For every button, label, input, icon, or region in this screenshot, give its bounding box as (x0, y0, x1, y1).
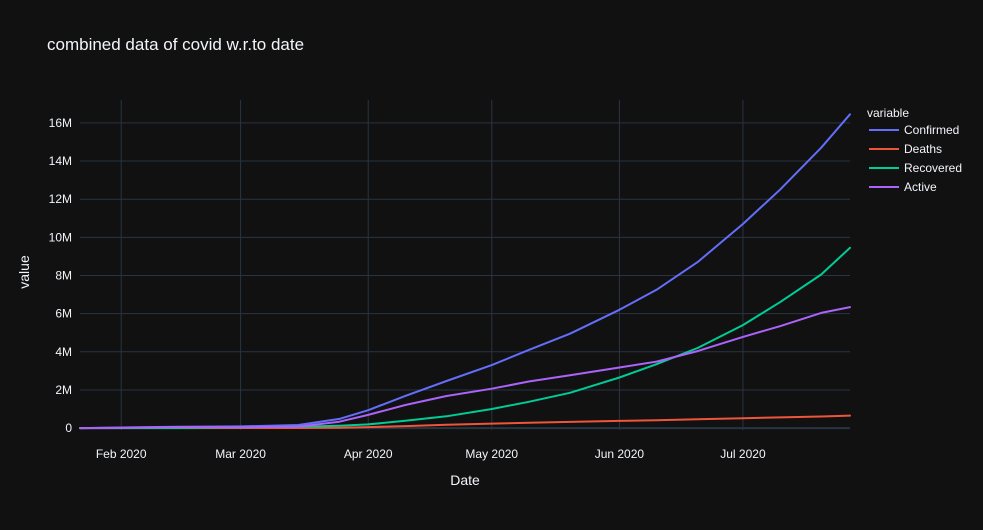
x-tick-label: Mar 2020 (215, 447, 266, 461)
y-tick-label: 14M (49, 154, 72, 168)
y-tick-label: 2M (55, 383, 72, 397)
legend-label-active[interactable]: Active (904, 180, 937, 194)
legend[interactable]: variable Confirmed Deaths Recovered Active (867, 106, 962, 194)
x-tick-label: Apr 2020 (344, 447, 393, 461)
y-tick-label: 12M (49, 192, 72, 206)
x-tick-label: Jun 2020 (595, 447, 645, 461)
x-axis-title: Date (450, 472, 480, 488)
x-tick-label: Feb 2020 (96, 447, 147, 461)
legend-label-recovered[interactable]: Recovered (904, 161, 962, 175)
y-tick-label: 8M (55, 268, 72, 282)
y-tick-label: 6M (55, 307, 72, 321)
y-tick-label: 10M (49, 230, 72, 244)
series-line-confirmed[interactable] (79, 113, 851, 430)
series-line-deaths[interactable] (79, 414, 851, 430)
series-lines (79, 113, 851, 430)
y-tick-label: 16M (49, 116, 72, 130)
legend-label-confirmed[interactable]: Confirmed (904, 123, 959, 137)
y-tick-label: 0 (65, 421, 72, 435)
legend-label-deaths[interactable]: Deaths (904, 142, 942, 156)
series-line-active[interactable] (79, 306, 851, 430)
grid (80, 100, 850, 430)
legend-title: variable (867, 106, 909, 120)
axes: 0 2M 4M 6M 8M 10M 12M 14M 16M Feb 2020 Mar 2020 Apr… (49, 116, 766, 461)
x-tick-label: Jul 2020 (720, 447, 766, 461)
x-tick-label: May 2020 (465, 447, 518, 461)
chart-title: combined data of covid w.r.to date (47, 35, 304, 54)
y-tick-label: 4M (55, 345, 72, 359)
y-axis-title: value (16, 255, 32, 289)
